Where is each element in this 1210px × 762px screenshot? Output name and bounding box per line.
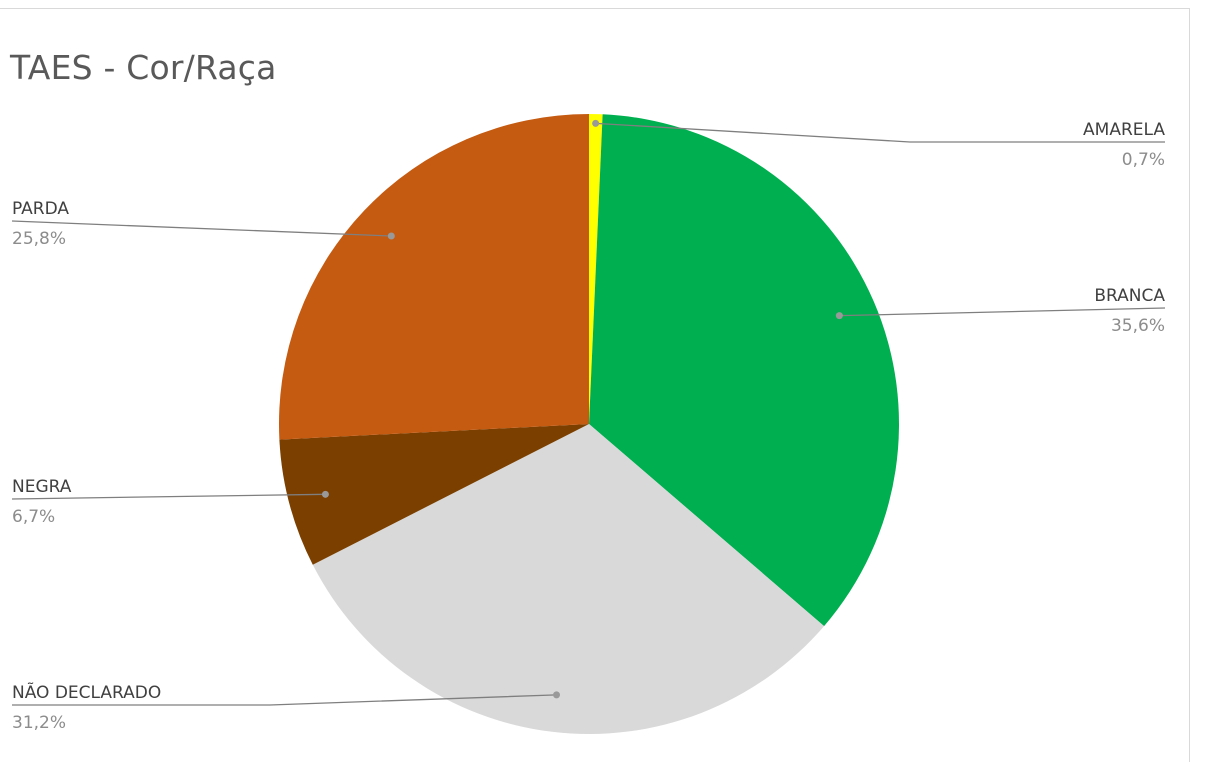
leader-line-amarela xyxy=(595,122,1165,143)
data-label-value-nao-declarado: 31,2% xyxy=(12,713,66,733)
leader-line-parda xyxy=(11,220,392,237)
leader-line-negra xyxy=(11,493,326,500)
leader-dot-amarela xyxy=(592,119,600,127)
chart-frame xyxy=(0,8,1190,762)
pie-slice-negra xyxy=(279,424,589,565)
data-label-value-parda: 25,8% xyxy=(12,229,66,249)
pie-slice-nao-declarado xyxy=(312,424,825,734)
data-label-name-branca: BRANCA xyxy=(1094,286,1165,306)
data-label-name-negra: NEGRA xyxy=(12,477,72,497)
leader-dot-nao-declarado xyxy=(553,691,561,699)
leader-dot-parda xyxy=(387,232,395,240)
data-label-name-nao-declarado: NÃO DECLARADO xyxy=(12,681,161,703)
data-label-name-parda: PARDA xyxy=(12,199,69,219)
chart-title: TAES - Cor/Raça xyxy=(10,48,277,87)
data-label-name-amarela: AMARELA xyxy=(1083,120,1165,140)
data-label-value-amarela: 0,7% xyxy=(1122,150,1165,170)
pie-slice-amarela xyxy=(589,114,603,424)
pie-slice-branca xyxy=(589,114,900,627)
pie-slice-parda xyxy=(278,114,589,440)
leader-dot-branca xyxy=(835,312,843,320)
leader-line-nao-declarado xyxy=(12,694,557,706)
data-label-value-negra: 6,7% xyxy=(12,507,55,527)
leader-dot-negra xyxy=(321,490,329,498)
leader-line-branca xyxy=(839,307,1166,317)
data-label-value-branca: 35,6% xyxy=(1111,316,1165,336)
